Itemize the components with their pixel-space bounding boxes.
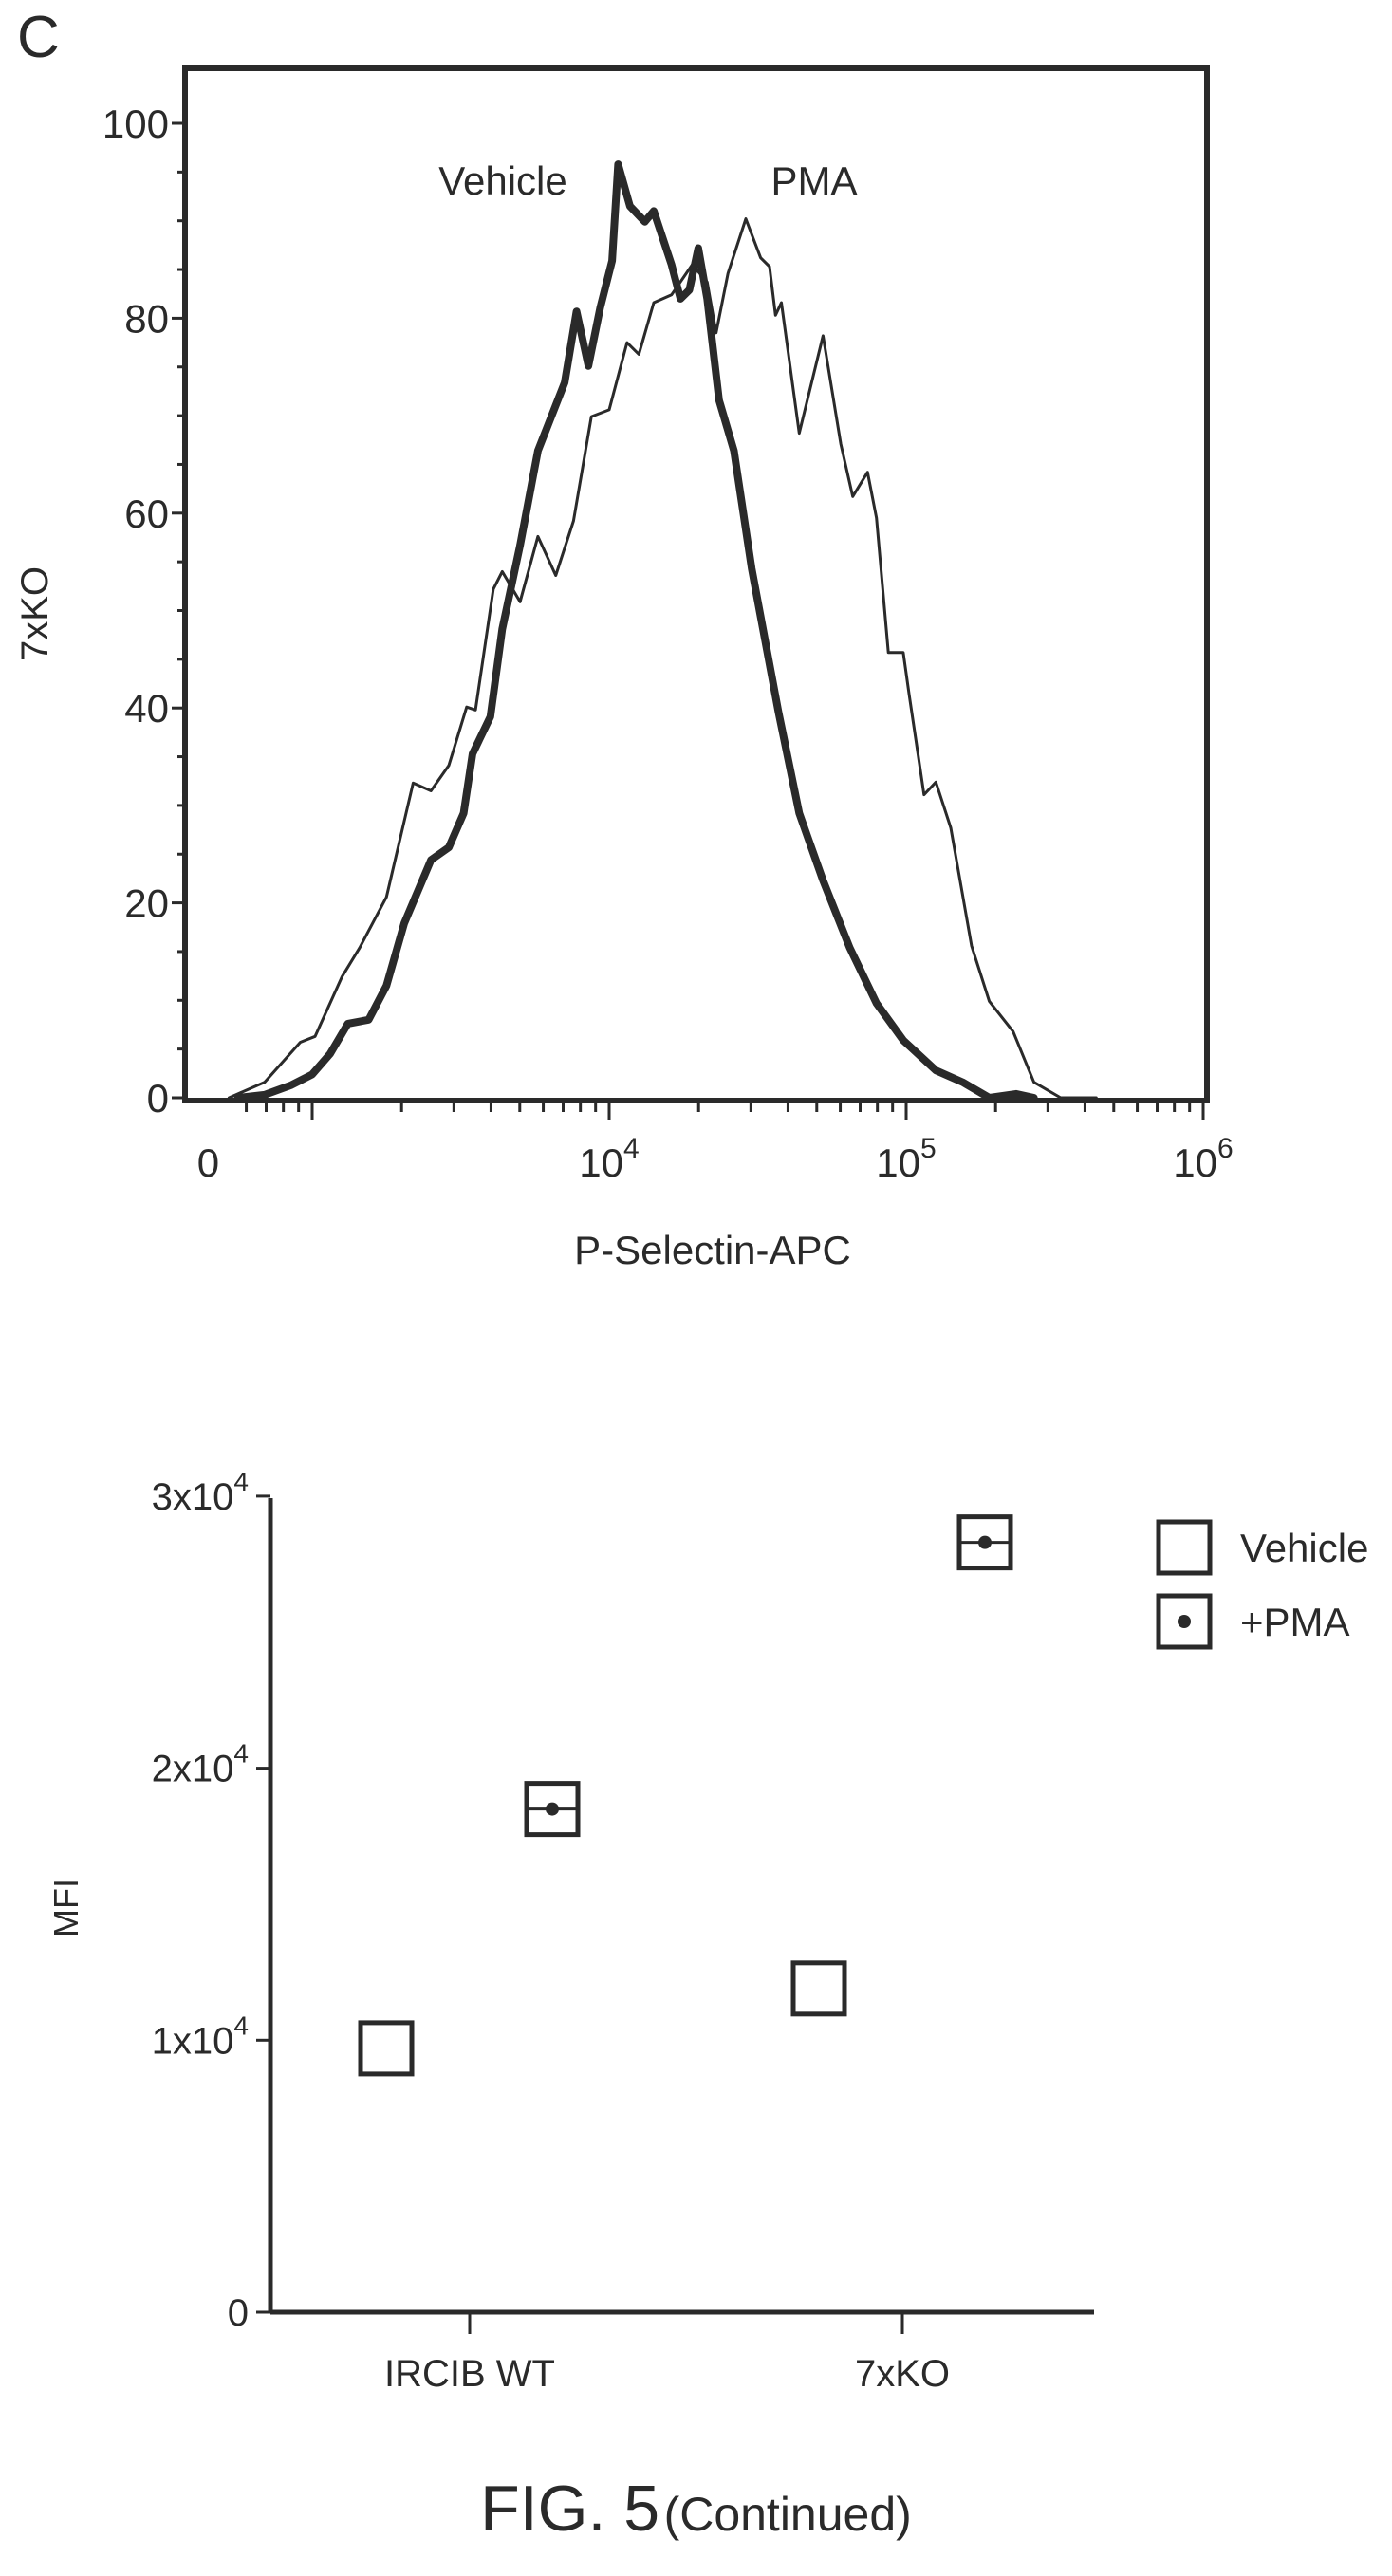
y-tick-label: 0 — [228, 2292, 249, 2334]
y-tick-base: 2x10 — [152, 1749, 234, 1790]
x-tick-base: 10 — [876, 1140, 920, 1185]
annotation-vehicle: Vehicle — [438, 158, 566, 203]
legend-marker-pma-dot — [1178, 1615, 1191, 1628]
y-tick-label: 1x104 — [152, 2011, 249, 2062]
figure-caption: FIG. 5 (Continued) — [0, 2472, 1392, 2546]
marker-vehicle — [361, 2023, 412, 2074]
y-axis-label-mfi: MFI — [46, 1879, 85, 1937]
x-tick-base: 10 — [1173, 1140, 1217, 1185]
y-tick-label: 60 — [124, 491, 169, 536]
y-tick-label: 100 — [102, 102, 169, 146]
figure-caption-main: FIG. 5 — [480, 2473, 659, 2545]
curve-pma — [229, 219, 1096, 1098]
y-tick-label: 20 — [124, 881, 169, 926]
curve-vehicle — [238, 164, 1034, 1098]
legend-marker-vehicle — [1159, 1522, 1210, 1573]
x-tick-exponent: 5 — [920, 1133, 937, 1164]
x-tick-label: 0 — [197, 1140, 219, 1185]
figure-caption-suffix: (Continued) — [664, 2488, 912, 2541]
x-category-label: IRCIB WT — [384, 2353, 555, 2395]
marker-pma — [527, 1784, 578, 1835]
y-tick-exponent: 4 — [233, 1739, 249, 1769]
y-tick-label: 40 — [124, 686, 169, 731]
x-tick-exponent: 4 — [623, 1133, 640, 1164]
y-tick-base: 3x10 — [152, 1476, 234, 1518]
x-tick-exponent: 6 — [1217, 1133, 1234, 1164]
x-category-label: 7xKO — [855, 2353, 950, 2395]
y-tick-exponent: 4 — [233, 2011, 249, 2040]
histogram-chart: 0204060801000104105106 Vehicle PMA 7xKO … — [0, 0, 1392, 1328]
histogram-plot-frame — [185, 68, 1207, 1101]
annotation-pma: PMA — [770, 158, 857, 203]
y-tick-base: 1x10 — [152, 2020, 234, 2062]
x-tick-label: 106 — [1173, 1133, 1233, 1185]
legend: Vehicle +PMA — [1159, 1522, 1368, 1647]
x-axis-label: P-Selectin-APC — [574, 1228, 851, 1272]
legend-marker-pma — [1159, 1596, 1210, 1647]
x-tick-base: 0 — [197, 1140, 219, 1185]
y-tick-base: 0 — [228, 2292, 249, 2334]
x-tick-label: 104 — [579, 1133, 639, 1185]
legend-label-vehicle: Vehicle — [1240, 1526, 1368, 1570]
marker-vehicle — [793, 1963, 844, 2014]
legend-label-pma: +PMA — [1240, 1600, 1350, 1644]
y-tick-exponent: 4 — [233, 1467, 249, 1496]
x-tick-label: 105 — [876, 1133, 936, 1185]
y-tick-label: 3x104 — [152, 1467, 249, 1518]
y-axis-label: 7xKO — [14, 566, 56, 661]
marker-dot — [978, 1536, 992, 1549]
y-tick-label: 2x104 — [152, 1739, 249, 1790]
y-tick-label: 80 — [124, 296, 169, 341]
marker-pma — [959, 1517, 1011, 1568]
y-tick-label: 0 — [147, 1076, 169, 1121]
x-tick-base: 10 — [579, 1140, 623, 1185]
marker-dot — [546, 1803, 559, 1816]
